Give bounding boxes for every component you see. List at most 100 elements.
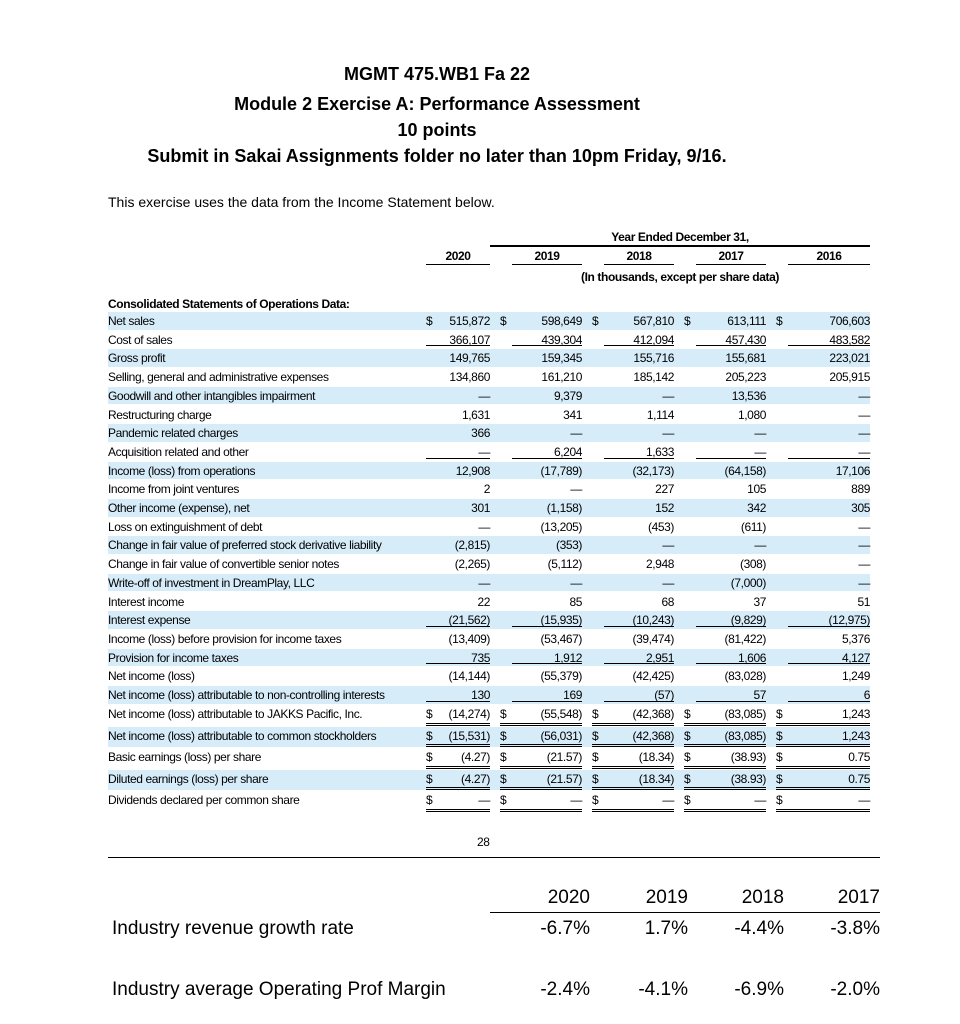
currency-symbol: $ <box>776 793 783 808</box>
table-row: Restructuring charge <box>108 406 870 424</box>
currency-symbol: $ <box>500 750 507 765</box>
underline <box>512 345 582 347</box>
underline <box>512 663 582 665</box>
cell-value: — <box>754 426 766 441</box>
currency-symbol: $ <box>684 750 691 765</box>
section-divider <box>108 857 880 858</box>
cell-value: — <box>478 388 490 403</box>
cell-value: 0.75 <box>848 771 870 786</box>
industry-value: -6.7% <box>540 918 590 939</box>
divider <box>512 264 582 265</box>
industry-value: -4.4% <box>734 918 784 939</box>
cell-value: 1,633 <box>645 444 674 459</box>
row-label: Other income (expense), net <box>108 501 250 515</box>
cell-value: — <box>858 444 870 459</box>
table-row: Acquisition related and other <box>108 443 870 461</box>
table-row: Diluted earnings (loss) per share <box>108 769 870 791</box>
cell-value: — <box>858 519 870 534</box>
underline <box>426 345 490 347</box>
row-label: Income (loss) from operations <box>108 463 256 478</box>
cell-value: (14,274) <box>448 706 491 721</box>
table-row: Selling, general and administrative expe… <box>108 368 870 386</box>
cell-value: 161,210 <box>541 370 582 385</box>
row-label: Goodwill and other intangibles impairmen… <box>108 388 316 403</box>
cell-value: 567,810 <box>633 314 674 328</box>
cell-value: — <box>858 575 870 590</box>
cell-value: (4.27) <box>461 750 490 765</box>
cell-value: 223,021 <box>829 351 870 366</box>
cell-value: (21.57) <box>546 771 583 786</box>
underline <box>592 787 674 791</box>
currency-symbol: $ <box>776 728 783 743</box>
table-row: Provision for income taxes <box>108 648 870 667</box>
cell-value: — <box>858 538 870 553</box>
cell-value: — <box>570 482 582 497</box>
cell-value: 2,951 <box>645 650 674 665</box>
table-row: Net income (loss) attributable to common… <box>108 726 870 748</box>
cell-value: 1,631 <box>461 407 490 422</box>
table-row: Dividends declared per common share <box>108 791 870 812</box>
underline <box>500 808 582 812</box>
cell-value: 155,681 <box>725 351 766 366</box>
cell-value: (83,085) <box>724 728 767 743</box>
underline <box>788 457 870 459</box>
cell-value: (308) <box>739 557 766 572</box>
underline <box>604 700 674 702</box>
cell-value: — <box>858 407 870 422</box>
cell-value: — <box>662 388 674 403</box>
cell-value: 341 <box>563 407 582 422</box>
cell-value: (64,158) <box>724 463 767 478</box>
divider <box>426 264 490 265</box>
page-number: 28 <box>477 835 490 849</box>
cell-value: — <box>478 519 490 534</box>
cell-value: (56,031) <box>540 728 583 743</box>
underline <box>426 722 490 726</box>
cell-value: 159,345 <box>541 351 582 366</box>
points-label: 10 points <box>397 120 477 140</box>
cell-value: 37 <box>753 594 766 609</box>
cell-value: 1,606 <box>737 650 766 665</box>
underline <box>604 457 674 459</box>
industry-year-header: 2020 <box>547 887 590 908</box>
cell-value: 342 <box>747 501 766 515</box>
divider <box>696 264 766 265</box>
cell-value: 1,080 <box>737 407 766 422</box>
cell-value: (12,975) <box>828 613 871 628</box>
cell-value: (1,158) <box>546 501 583 515</box>
cell-value: 301 <box>471 501 490 515</box>
cell-value: 1,912 <box>553 650 582 665</box>
row-label: Basic earnings (loss) per share <box>108 750 262 765</box>
currency-symbol: $ <box>684 314 691 328</box>
row-label: Cost of sales <box>108 332 173 347</box>
cell-value: (15,531) <box>448 728 491 743</box>
year-header: 2020 <box>445 249 471 263</box>
cell-value: 185,142 <box>633 370 674 385</box>
year-header: 2016 <box>816 249 842 263</box>
cell-value: (42,368) <box>632 728 675 743</box>
underline <box>500 765 582 769</box>
underline <box>684 808 766 812</box>
underline <box>500 744 582 748</box>
underline <box>592 722 674 726</box>
cell-value: 85 <box>569 594 582 609</box>
cell-value: 1,243 <box>841 706 870 721</box>
cell-value: 598,649 <box>541 314 582 328</box>
underline <box>500 787 582 791</box>
cell-value: (18.34) <box>638 771 675 786</box>
cell-value: 105 <box>747 482 766 497</box>
row-label: Dividends declared per common share <box>108 793 300 808</box>
currency-symbol: $ <box>592 750 599 765</box>
table-row: Net income (loss) attributable to JAKKS … <box>108 705 870 726</box>
row-label: Pandemic related charges <box>108 426 238 441</box>
industry-row-label: Industry revenue growth rate <box>112 918 354 939</box>
underline <box>426 744 490 748</box>
cell-value: (42,368) <box>632 706 675 721</box>
cell-value: (21,562) <box>448 613 491 628</box>
cell-value: (83,028) <box>724 669 767 684</box>
cell-value: (21.57) <box>546 750 583 765</box>
industry-year-header: 2018 <box>741 887 784 908</box>
currency-symbol: $ <box>776 314 783 328</box>
row-label: Net income (loss) <box>108 669 195 684</box>
currency-symbol: $ <box>426 728 433 743</box>
cell-value: (42,425) <box>632 669 675 684</box>
